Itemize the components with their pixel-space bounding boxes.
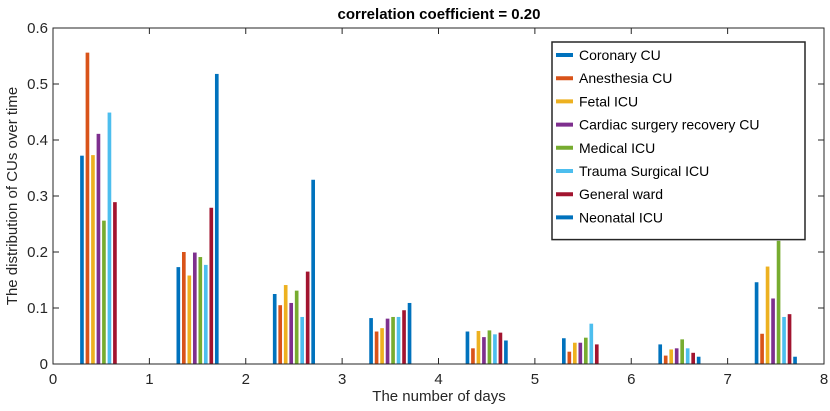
- legend-box: [551, 41, 806, 241]
- legend-label-general-ward: General ward: [579, 186, 663, 202]
- bar-cardiac-surgery-recovery-cu-day-8: [771, 298, 775, 364]
- bar-anesthesia-cu-day-6: [567, 351, 572, 364]
- bar-neonatal-icu-day-5: [504, 340, 508, 364]
- bar-general-ward-day-3: [305, 271, 310, 364]
- bar-fetal-icu-day-2: [187, 275, 192, 364]
- bar-fetal-icu-day-5: [476, 330, 481, 364]
- bar-anesthesia-cu-day-5: [471, 348, 475, 364]
- bar-trauma-surgical-icu-day-5: [493, 334, 497, 364]
- y-tick-label: 0.4: [27, 132, 48, 149]
- x-tick-label: 0: [49, 371, 57, 388]
- bar-neonatal-icu-day-4: [407, 302, 412, 364]
- legend-label-coronary-cu: Coronary CU: [579, 47, 661, 63]
- bar-trauma-surgical-icu-day-3: [300, 316, 305, 364]
- x-tick-label: 4: [434, 371, 442, 388]
- bar-cardiac-surgery-recovery-cu-day-3: [289, 302, 294, 364]
- bar-trauma-surgical-icu-day-8: [782, 316, 786, 364]
- legend-label-medical-icu: Medical ICU: [579, 140, 655, 156]
- chart-title: correlation coefficient = 0.20: [338, 6, 541, 23]
- bar-trauma-surgical-icu-day-1: [107, 112, 112, 364]
- x-tick-label: 1: [145, 371, 153, 388]
- bar-fetal-icu-day-1: [91, 155, 95, 364]
- bar-fetal-icu-day-4: [380, 328, 384, 364]
- bar-general-ward-day-6: [594, 344, 599, 364]
- y-tick-label: 0.6: [27, 20, 48, 37]
- bar-coronary-cu-day-4: [369, 318, 373, 364]
- bar-coronary-cu-day-6: [562, 338, 566, 364]
- legend-label-anesthesia-cu: Anesthesia CU: [579, 70, 672, 86]
- bar-anesthesia-cu-day-7: [663, 355, 668, 364]
- x-tick-label: 2: [242, 371, 250, 388]
- bar-trauma-surgical-icu-day-2: [203, 264, 208, 364]
- x-tick-label: 3: [338, 371, 346, 388]
- bar-cardiac-surgery-recovery-cu-day-2: [192, 252, 197, 364]
- bar-coronary-cu-day-5: [465, 331, 470, 364]
- bar-coronary-cu-day-3: [272, 294, 277, 364]
- y-tick-label: 0.3: [27, 188, 48, 205]
- legend-label-trauma-surgical-icu: Trauma Surgical ICU: [579, 163, 709, 179]
- bar-general-ward-day-8: [787, 314, 792, 364]
- bar-medical-icu-day-7: [680, 339, 685, 364]
- bar-general-ward-day-7: [691, 352, 695, 364]
- x-axis-label: The number of days: [372, 388, 505, 405]
- bar-cardiac-surgery-recovery-cu-day-1: [96, 133, 101, 364]
- x-tick-label: 7: [723, 371, 731, 388]
- y-tick-label: 0.2: [27, 244, 48, 261]
- y-axis: 0 0.1 0.2 0.3 0.4 0.5 0.6: [27, 20, 824, 373]
- bar-anesthesia-cu-day-4: [374, 331, 379, 364]
- bars-group: [80, 52, 797, 365]
- bar-trauma-surgical-icu-day-7: [685, 348, 690, 364]
- bar-cardiac-surgery-recovery-cu-day-5: [482, 337, 486, 364]
- bar-coronary-cu-day-1: [80, 155, 84, 364]
- bar-neonatal-icu-day-8: [793, 356, 797, 364]
- bar-neonatal-icu-day-2: [214, 73, 219, 365]
- bar-fetal-icu-day-3: [283, 285, 288, 364]
- bar-medical-icu-day-6: [583, 337, 588, 364]
- bar-anesthesia-cu-day-3: [278, 305, 283, 364]
- bar-anesthesia-cu-day-1: [85, 52, 90, 364]
- bar-general-ward-day-4: [402, 310, 406, 364]
- bar-medical-icu-day-2: [198, 257, 203, 364]
- bar-medical-icu-day-5: [487, 330, 492, 364]
- bar-neonatal-icu-day-7: [696, 356, 701, 364]
- bar-trauma-surgical-icu-day-4: [396, 316, 401, 364]
- bar-medical-icu-day-3: [294, 290, 299, 364]
- bar-cardiac-surgery-recovery-cu-day-6: [578, 342, 583, 364]
- x-tick-label: 8: [820, 371, 828, 388]
- bar-fetal-icu-day-6: [572, 342, 577, 364]
- x-axis: 0 1 2 3 4 5 6 7 8: [49, 28, 828, 388]
- x-tick-label: 6: [627, 371, 635, 388]
- legend-label-fetal-icu: Fetal ICU: [579, 93, 638, 109]
- bar-anesthesia-cu-day-8: [760, 333, 764, 364]
- bar-trauma-surgical-icu-day-6: [589, 323, 594, 364]
- bar-medical-icu-day-4: [391, 316, 395, 364]
- bar-fetal-icu-day-7: [669, 349, 674, 364]
- bar-coronary-cu-day-2: [176, 267, 181, 364]
- bar-general-ward-day-5: [498, 332, 503, 364]
- bar-medical-icu-day-8: [776, 240, 781, 364]
- bar-cardiac-surgery-recovery-cu-day-7: [674, 348, 679, 364]
- x-tick-label: 5: [531, 371, 539, 388]
- bar-neonatal-icu-day-3: [311, 179, 315, 364]
- bar-anesthesia-cu-day-2: [182, 252, 186, 364]
- legend-label-cardiac-surgery-recovery-cu: Cardiac surgery recovery CU: [579, 117, 760, 133]
- legend-label-neonatal-icu: Neonatal ICU: [579, 209, 663, 225]
- y-tick-label: 0.1: [27, 300, 48, 317]
- y-tick-label: 0: [40, 356, 48, 373]
- bar-coronary-cu-day-7: [658, 344, 663, 364]
- bar-medical-icu-day-1: [102, 220, 106, 364]
- bar-fetal-icu-day-8: [765, 266, 770, 364]
- bar-general-ward-day-1: [113, 202, 117, 364]
- y-tick-label: 0.5: [27, 76, 48, 93]
- bar-general-ward-day-2: [209, 207, 214, 364]
- bar-coronary-cu-day-8: [754, 282, 759, 364]
- y-axis-label: The distribution of CUs over time: [4, 87, 21, 305]
- legend: Coronary CU Anesthesia CU Fetal ICU Cardiac…: [551, 41, 806, 241]
- bar-cardiac-surgery-recovery-cu-day-4: [385, 318, 390, 364]
